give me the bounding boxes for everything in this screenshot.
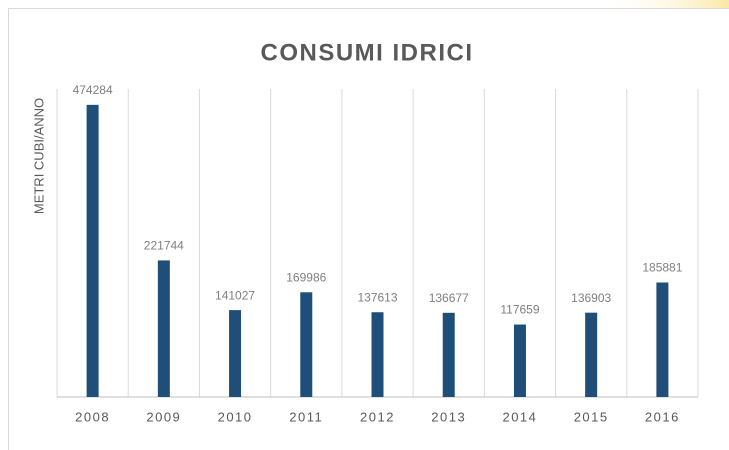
x-tick-label: 2012 bbox=[360, 409, 395, 424]
data-label: 137613 bbox=[357, 290, 397, 304]
x-tick-label: 2011 bbox=[289, 409, 323, 424]
bar bbox=[86, 104, 99, 397]
bar bbox=[371, 312, 384, 397]
x-tick-label: 2015 bbox=[574, 409, 609, 424]
chart-border bbox=[8, 8, 729, 450]
bar bbox=[300, 292, 313, 397]
x-tick-label: 2016 bbox=[645, 409, 680, 424]
data-label: 117659 bbox=[500, 303, 539, 317]
bar bbox=[656, 282, 669, 397]
chart-title: CONSUMI IDRICI bbox=[261, 39, 474, 66]
bar bbox=[157, 260, 170, 397]
x-tick-label: 2009 bbox=[146, 409, 181, 424]
x-tick-label: 2008 bbox=[75, 409, 110, 424]
data-label: 169986 bbox=[286, 270, 326, 284]
data-label: 185881 bbox=[642, 261, 682, 275]
bar bbox=[585, 312, 598, 397]
data-label: 474284 bbox=[73, 83, 113, 97]
data-label: 221744 bbox=[144, 239, 184, 253]
bar bbox=[229, 310, 242, 397]
y-axis-title: METRI CUBI/ANNO bbox=[31, 98, 46, 214]
x-tick-label: 2014 bbox=[502, 409, 537, 424]
x-tick-label: 2010 bbox=[218, 409, 253, 424]
bar bbox=[513, 324, 526, 397]
data-label: 136903 bbox=[571, 291, 611, 305]
x-tick-label: 2013 bbox=[431, 409, 466, 424]
data-label: 136677 bbox=[429, 291, 469, 305]
corner-decoration bbox=[600, 0, 729, 8]
data-label: 141027 bbox=[215, 288, 255, 302]
bar bbox=[442, 312, 455, 397]
